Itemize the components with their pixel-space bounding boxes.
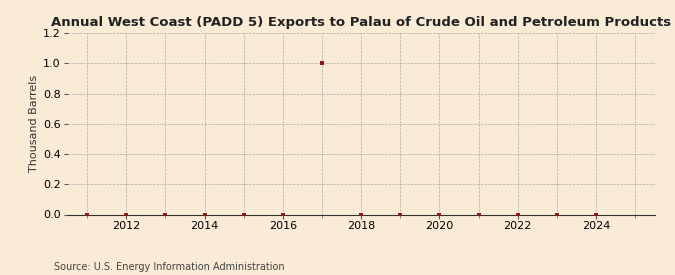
- Point: [356, 212, 367, 217]
- Point: [199, 212, 210, 217]
- Point: [277, 212, 288, 217]
- Point: [512, 212, 523, 217]
- Title: Annual West Coast (PADD 5) Exports to Palau of Crude Oil and Petroleum Products: Annual West Coast (PADD 5) Exports to Pa…: [51, 16, 671, 29]
- Point: [160, 212, 171, 217]
- Text: Source: U.S. Energy Information Administration: Source: U.S. Energy Information Administ…: [54, 262, 285, 272]
- Point: [82, 212, 92, 217]
- Point: [238, 212, 249, 217]
- Point: [434, 212, 445, 217]
- Point: [473, 212, 484, 217]
- Y-axis label: Thousand Barrels: Thousand Barrels: [28, 75, 38, 172]
- Point: [551, 212, 562, 217]
- Point: [395, 212, 406, 217]
- Point: [121, 212, 132, 217]
- Point: [591, 212, 601, 217]
- Point: [317, 61, 327, 65]
